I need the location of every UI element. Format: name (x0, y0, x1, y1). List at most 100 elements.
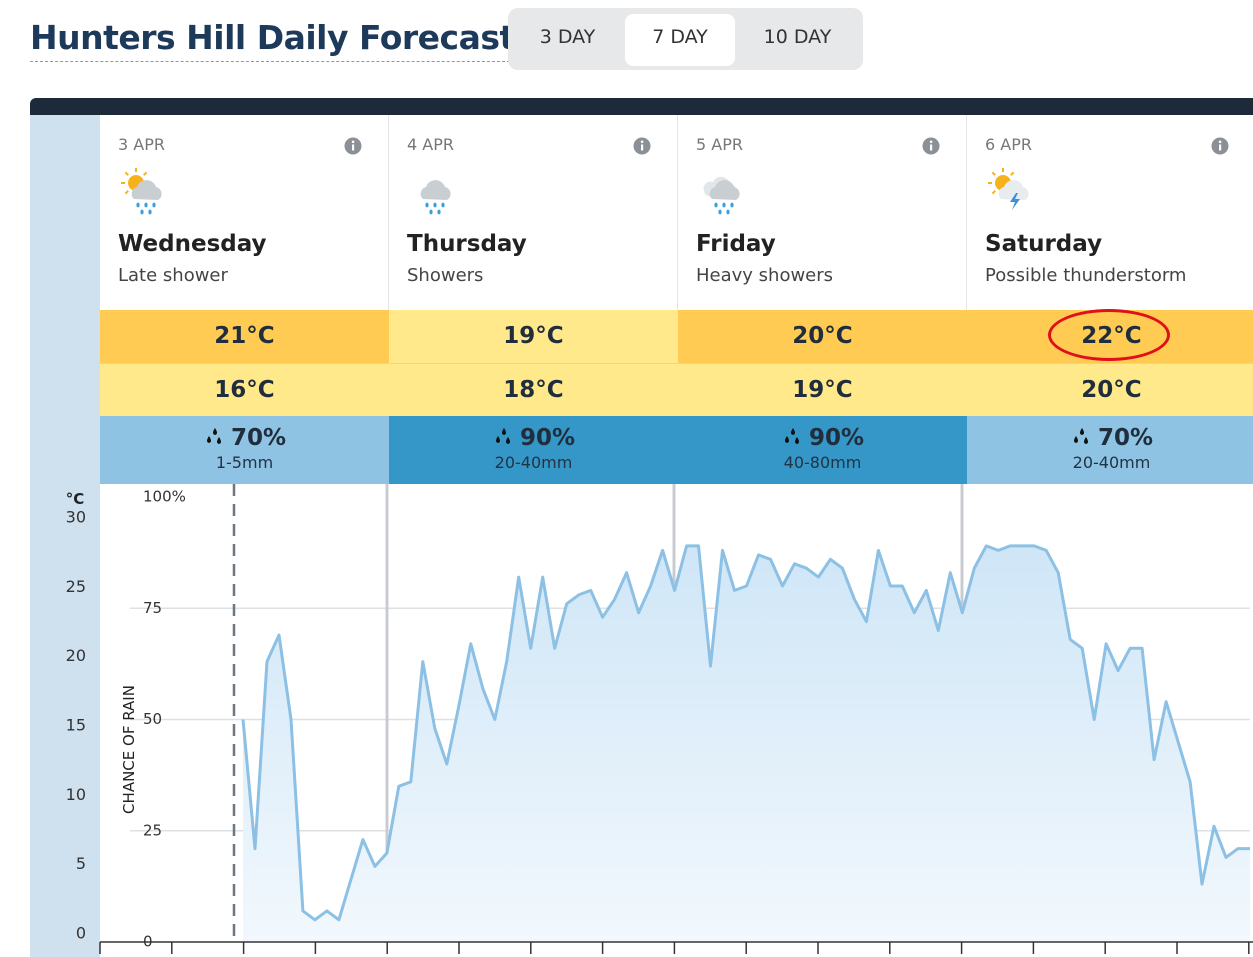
min-temp: 18°C (389, 363, 679, 417)
drop (495, 436, 500, 443)
min-temp: 20°C (967, 363, 1253, 417)
info-icon[interactable] (344, 137, 362, 155)
rain-cell: 70% 20-40mm (967, 416, 1253, 484)
max-temp: 19°C (389, 310, 679, 363)
day-header: 3 APR Wednesday Late shower (100, 115, 389, 310)
day-name: Saturday (985, 231, 1103, 257)
info-dot (929, 140, 933, 144)
icon-part (998, 180, 1029, 200)
drop (501, 428, 506, 435)
day-header: 5 APR Friday Heavy showers (678, 115, 967, 310)
info-dot (640, 140, 644, 144)
y2-tick-label: 15 (66, 716, 86, 735)
info-stem (930, 144, 933, 151)
rain-amount: 20-40mm (494, 453, 573, 472)
rain-line: 70% (967, 425, 1253, 453)
rain-line: 90% (389, 425, 678, 453)
y2-tick-label: 30 (66, 508, 86, 527)
y-tick-label: 25 (143, 821, 162, 839)
icon-part (726, 209, 730, 215)
icon-part (148, 209, 152, 215)
drop (505, 437, 510, 444)
icon-part (714, 202, 718, 208)
rain-chance: 70% (230, 425, 287, 451)
rain-chance: 90% (808, 425, 865, 451)
info-stem (352, 144, 355, 151)
rain-icon (495, 428, 510, 444)
info-icon[interactable] (922, 137, 940, 155)
tab[interactable]: 10 DAY (763, 26, 832, 48)
weather-icon (121, 168, 162, 215)
icon-part (124, 171, 129, 176)
day-summary: Late shower (118, 265, 228, 286)
day-header: 6 APR Saturday Possible thunderstorm (967, 115, 1253, 310)
icon-part (1010, 171, 1015, 176)
rain-amount: 40-80mm (783, 453, 862, 472)
rain-cell: 90% 20-40mm (389, 416, 679, 484)
icon-part (441, 202, 445, 208)
info-stem (641, 144, 644, 151)
tab[interactable]: 7 DAY (625, 14, 735, 66)
day-date: 5 APR (696, 135, 743, 154)
y-axis-label: CHANCE OF RAIN (120, 685, 138, 814)
icon-part (136, 202, 140, 208)
min-temp: 19°C (678, 363, 968, 417)
icon-part (718, 209, 722, 215)
day-date: 3 APR (118, 135, 165, 154)
tab[interactable]: 3 DAY (539, 26, 596, 48)
icon-part (152, 202, 156, 208)
rain-icon (1073, 428, 1088, 444)
rain-cell: 90% 40-80mm (678, 416, 968, 484)
y2-tick-label: 20 (66, 646, 86, 665)
icon-part (124, 190, 129, 195)
y-tick-label: 50 (143, 710, 162, 728)
icon-part (131, 180, 162, 200)
info-dot (1218, 140, 1222, 144)
rain-line: 90% (678, 425, 967, 453)
weather-icon (420, 180, 451, 215)
day-header: 4 APR Thursday Showers (389, 115, 678, 310)
icon-part (433, 202, 437, 208)
weather-icon (703, 176, 740, 215)
day-summary: Possible thunderstorm (985, 265, 1187, 286)
tab-bar: 3 DAY 7 DAY 10 DAY (508, 8, 863, 70)
drop (212, 428, 217, 435)
icon-part (991, 171, 996, 176)
icon-part (722, 202, 726, 208)
day-table: 3 APR Wednesday Late shower 21°C 16°C 70% 1-5m… (100, 115, 1253, 484)
icon-part (425, 202, 429, 208)
info-icon[interactable] (1211, 137, 1229, 155)
drop (784, 436, 789, 443)
day-summary: Showers (407, 265, 484, 286)
top-bar (30, 98, 1253, 115)
info-stem (1219, 144, 1222, 151)
title: Hunters Hill Daily Forecast (30, 18, 515, 62)
icon-part (420, 180, 451, 200)
day-summary: Heavy showers (696, 265, 834, 286)
y2-axis-label: °C (66, 490, 85, 508)
rain-chance: 90% (519, 425, 576, 451)
drop (790, 428, 795, 435)
rain-amount: 1-5mm (215, 453, 274, 472)
day-name: Wednesday (118, 231, 267, 257)
y2-tick-label: 25 (66, 577, 86, 596)
info-icon[interactable] (633, 137, 651, 155)
icon-part (144, 202, 148, 208)
icon-part (143, 171, 148, 176)
y2-tick-label: 0 (76, 924, 86, 943)
icon-part (709, 180, 740, 200)
y-tick-label: 100% (143, 488, 186, 506)
rain-icon (784, 428, 799, 444)
drop (1073, 436, 1078, 443)
max-temp: 21°C (100, 310, 390, 363)
drop (794, 437, 799, 444)
day-date: 6 APR (985, 135, 1032, 154)
rain-cell: 70% 1-5mm (100, 416, 390, 484)
icon-part (437, 209, 441, 215)
icon-part (1010, 193, 1020, 210)
rain-line: 70% (100, 425, 389, 453)
icon-part (429, 209, 433, 215)
drop (216, 437, 221, 444)
min-temp: 16°C (100, 363, 390, 417)
